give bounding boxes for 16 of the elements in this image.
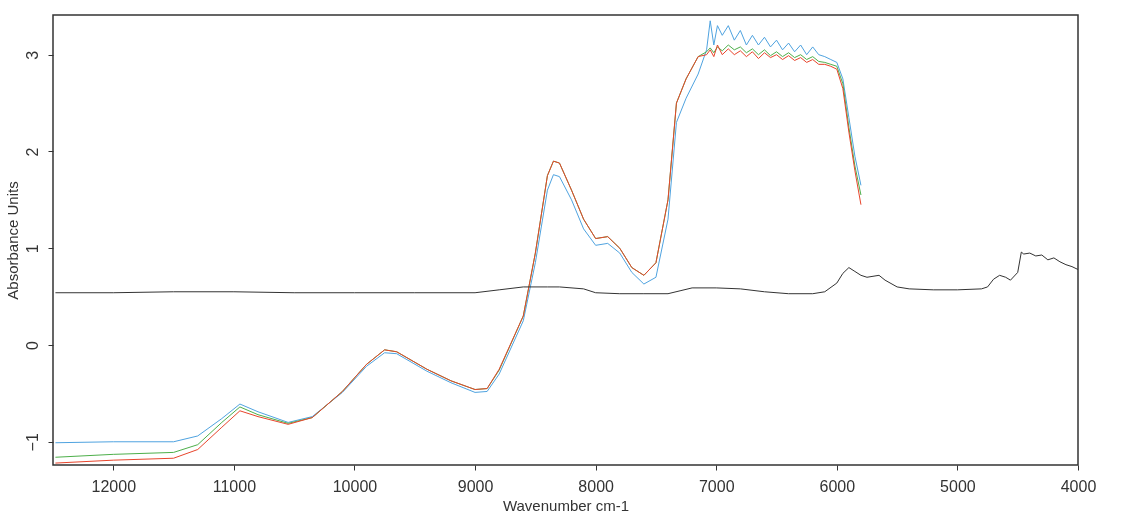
y-tick-label: −1 bbox=[23, 433, 41, 452]
x-tick-label: 8000 bbox=[578, 477, 615, 495]
x-tick-label: 10000 bbox=[332, 477, 378, 495]
x-axis-title: Wavenumber cm-1 bbox=[502, 496, 630, 514]
x-tick-label: 5000 bbox=[940, 477, 976, 495]
y-tick-label: 3 bbox=[23, 50, 41, 60]
y-tick-label: 0 bbox=[23, 340, 41, 350]
x-tick-label: 4000 bbox=[1060, 477, 1097, 495]
y-tick-label: 1 bbox=[23, 244, 41, 254]
x-tick-label: 11000 bbox=[212, 477, 257, 495]
y-tick-label: 2 bbox=[23, 147, 41, 157]
x-tick-label: 7000 bbox=[698, 477, 735, 495]
x-tick-label: 12000 bbox=[91, 477, 137, 495]
x-tick-label: 6000 bbox=[819, 477, 856, 495]
x-tick-label: 9000 bbox=[457, 477, 494, 495]
y-axis-title: Absorbance Units bbox=[3, 181, 21, 300]
